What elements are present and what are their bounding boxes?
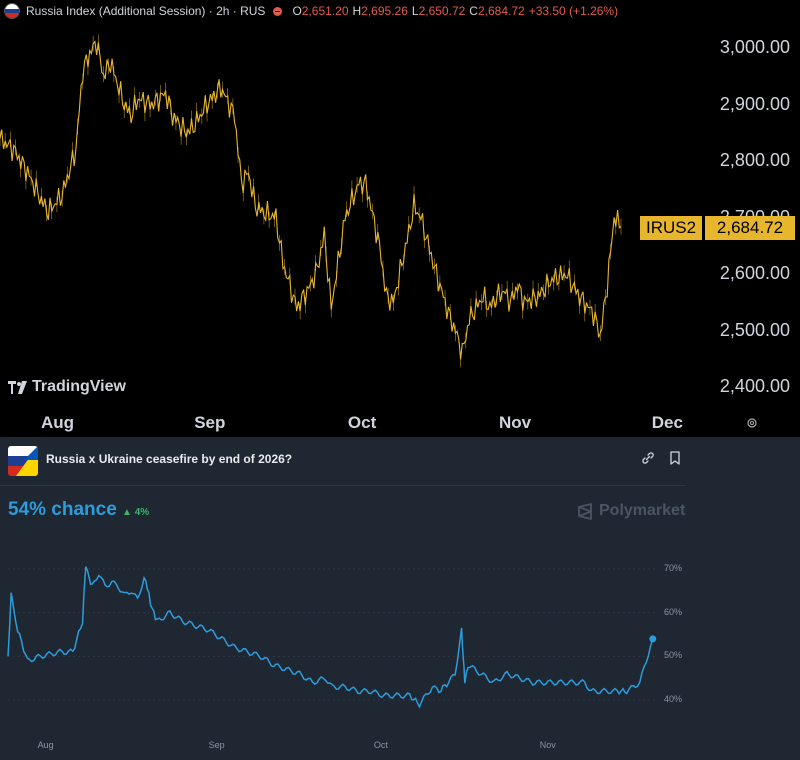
price-chart[interactable] [0, 0, 800, 437]
y-tick-label: 2,600.00 [719, 263, 790, 283]
y-tick-label: 2,900.00 [719, 93, 790, 114]
y-tick-label: 2,800.00 [719, 150, 790, 170]
ohlc-high: 2,695.26 [361, 4, 408, 18]
y-tick-label: 50% [664, 650, 683, 661]
polymarket-logo-icon [578, 502, 592, 520]
tradingview-logo-icon [8, 380, 27, 394]
arrow-up-icon: ▲ [122, 507, 132, 518]
chart-title: Russia Index (Additional Session) · 2h ·… [26, 4, 266, 18]
x-tick-label: Aug [40, 413, 75, 432]
chance-delta: ▲ 4% [122, 507, 150, 518]
series-line [0, 40, 622, 360]
y-tick-label: 70% [664, 563, 683, 573]
x-tick-label: Nov [499, 413, 532, 432]
russia-flag-icon [4, 3, 20, 19]
symbol-tag: IRUS2 [640, 216, 703, 240]
ohlc-change: +33.50 (+1.26%) [528, 4, 619, 18]
y-tick-label: 40% [664, 694, 683, 704]
probability-chart[interactable] [0, 437, 800, 760]
x-tick-label: Oct [347, 413, 377, 432]
chart-header: Russia Index (Additional Session) · 2h ·… [4, 3, 618, 19]
polymarket-panel: Russia x Ukraine ceasefire by end of 202… [0, 437, 800, 760]
tradingview-panel: Russia Index (Additional Session) · 2h ·… [0, 0, 800, 437]
link-icon[interactable] [641, 451, 655, 470]
y-tick-label: 2,400.00 [719, 376, 790, 396]
x-tick-label: Sep [194, 413, 226, 432]
market-image [8, 446, 38, 476]
y-tick-label: 3,000.00 [719, 37, 790, 57]
ohlc-open: 2,651.20 [301, 4, 349, 18]
price-tag: 2,684.72 [704, 216, 795, 240]
ohlc-close: 2,684.72 [477, 4, 525, 18]
gear-icon[interactable] [746, 417, 758, 432]
current-point [649, 635, 657, 643]
y-tick-label: 2,500.00 [719, 319, 790, 340]
ohlc-low: 2,650.72 [418, 4, 466, 18]
x-tick-label: Aug [37, 740, 54, 750]
market-question: Russia x Ukraine ceasefire by end of 202… [46, 452, 293, 466]
divider [0, 485, 686, 486]
x-tick-label: Dec [651, 413, 683, 432]
bookmark-icon[interactable] [669, 451, 681, 470]
market-closed-icon [273, 6, 283, 16]
tradingview-logo: TradingView [8, 378, 126, 396]
x-tick-label: Sep [208, 740, 225, 750]
x-tick-label: Oct [373, 740, 388, 750]
y-tick-label: 60% [664, 606, 683, 617]
polymarket-logo: Polymarket [577, 502, 685, 520]
series-line [7, 566, 654, 709]
x-tick-label: Nov [539, 740, 556, 750]
chance-value: 54% chance [8, 499, 117, 520]
